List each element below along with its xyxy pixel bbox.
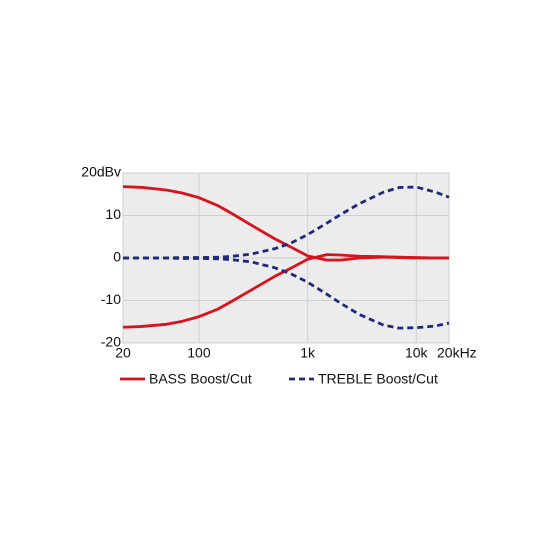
legend-label: BASS Boost/Cut [149,371,252,387]
line-series [122,253,449,329]
line-series [123,185,450,260]
line-series [123,256,450,330]
x-tick-label: 100 [187,345,211,361]
x-tick-label: 20 [115,345,131,361]
y-tick-label: 10 [105,206,121,222]
x-tick-label: 20kHz [437,345,477,361]
x-tick-label: 10k [405,345,429,361]
x-tick-label: 1k [300,345,316,361]
legend-label: TREBLE Boost/Cut [318,371,438,387]
y-tick-label: 0 [113,249,121,265]
y-tick-label: -10 [101,291,121,307]
y-tick-label: 20dBv [81,164,121,180]
y-tick-label: -20 [101,334,121,350]
